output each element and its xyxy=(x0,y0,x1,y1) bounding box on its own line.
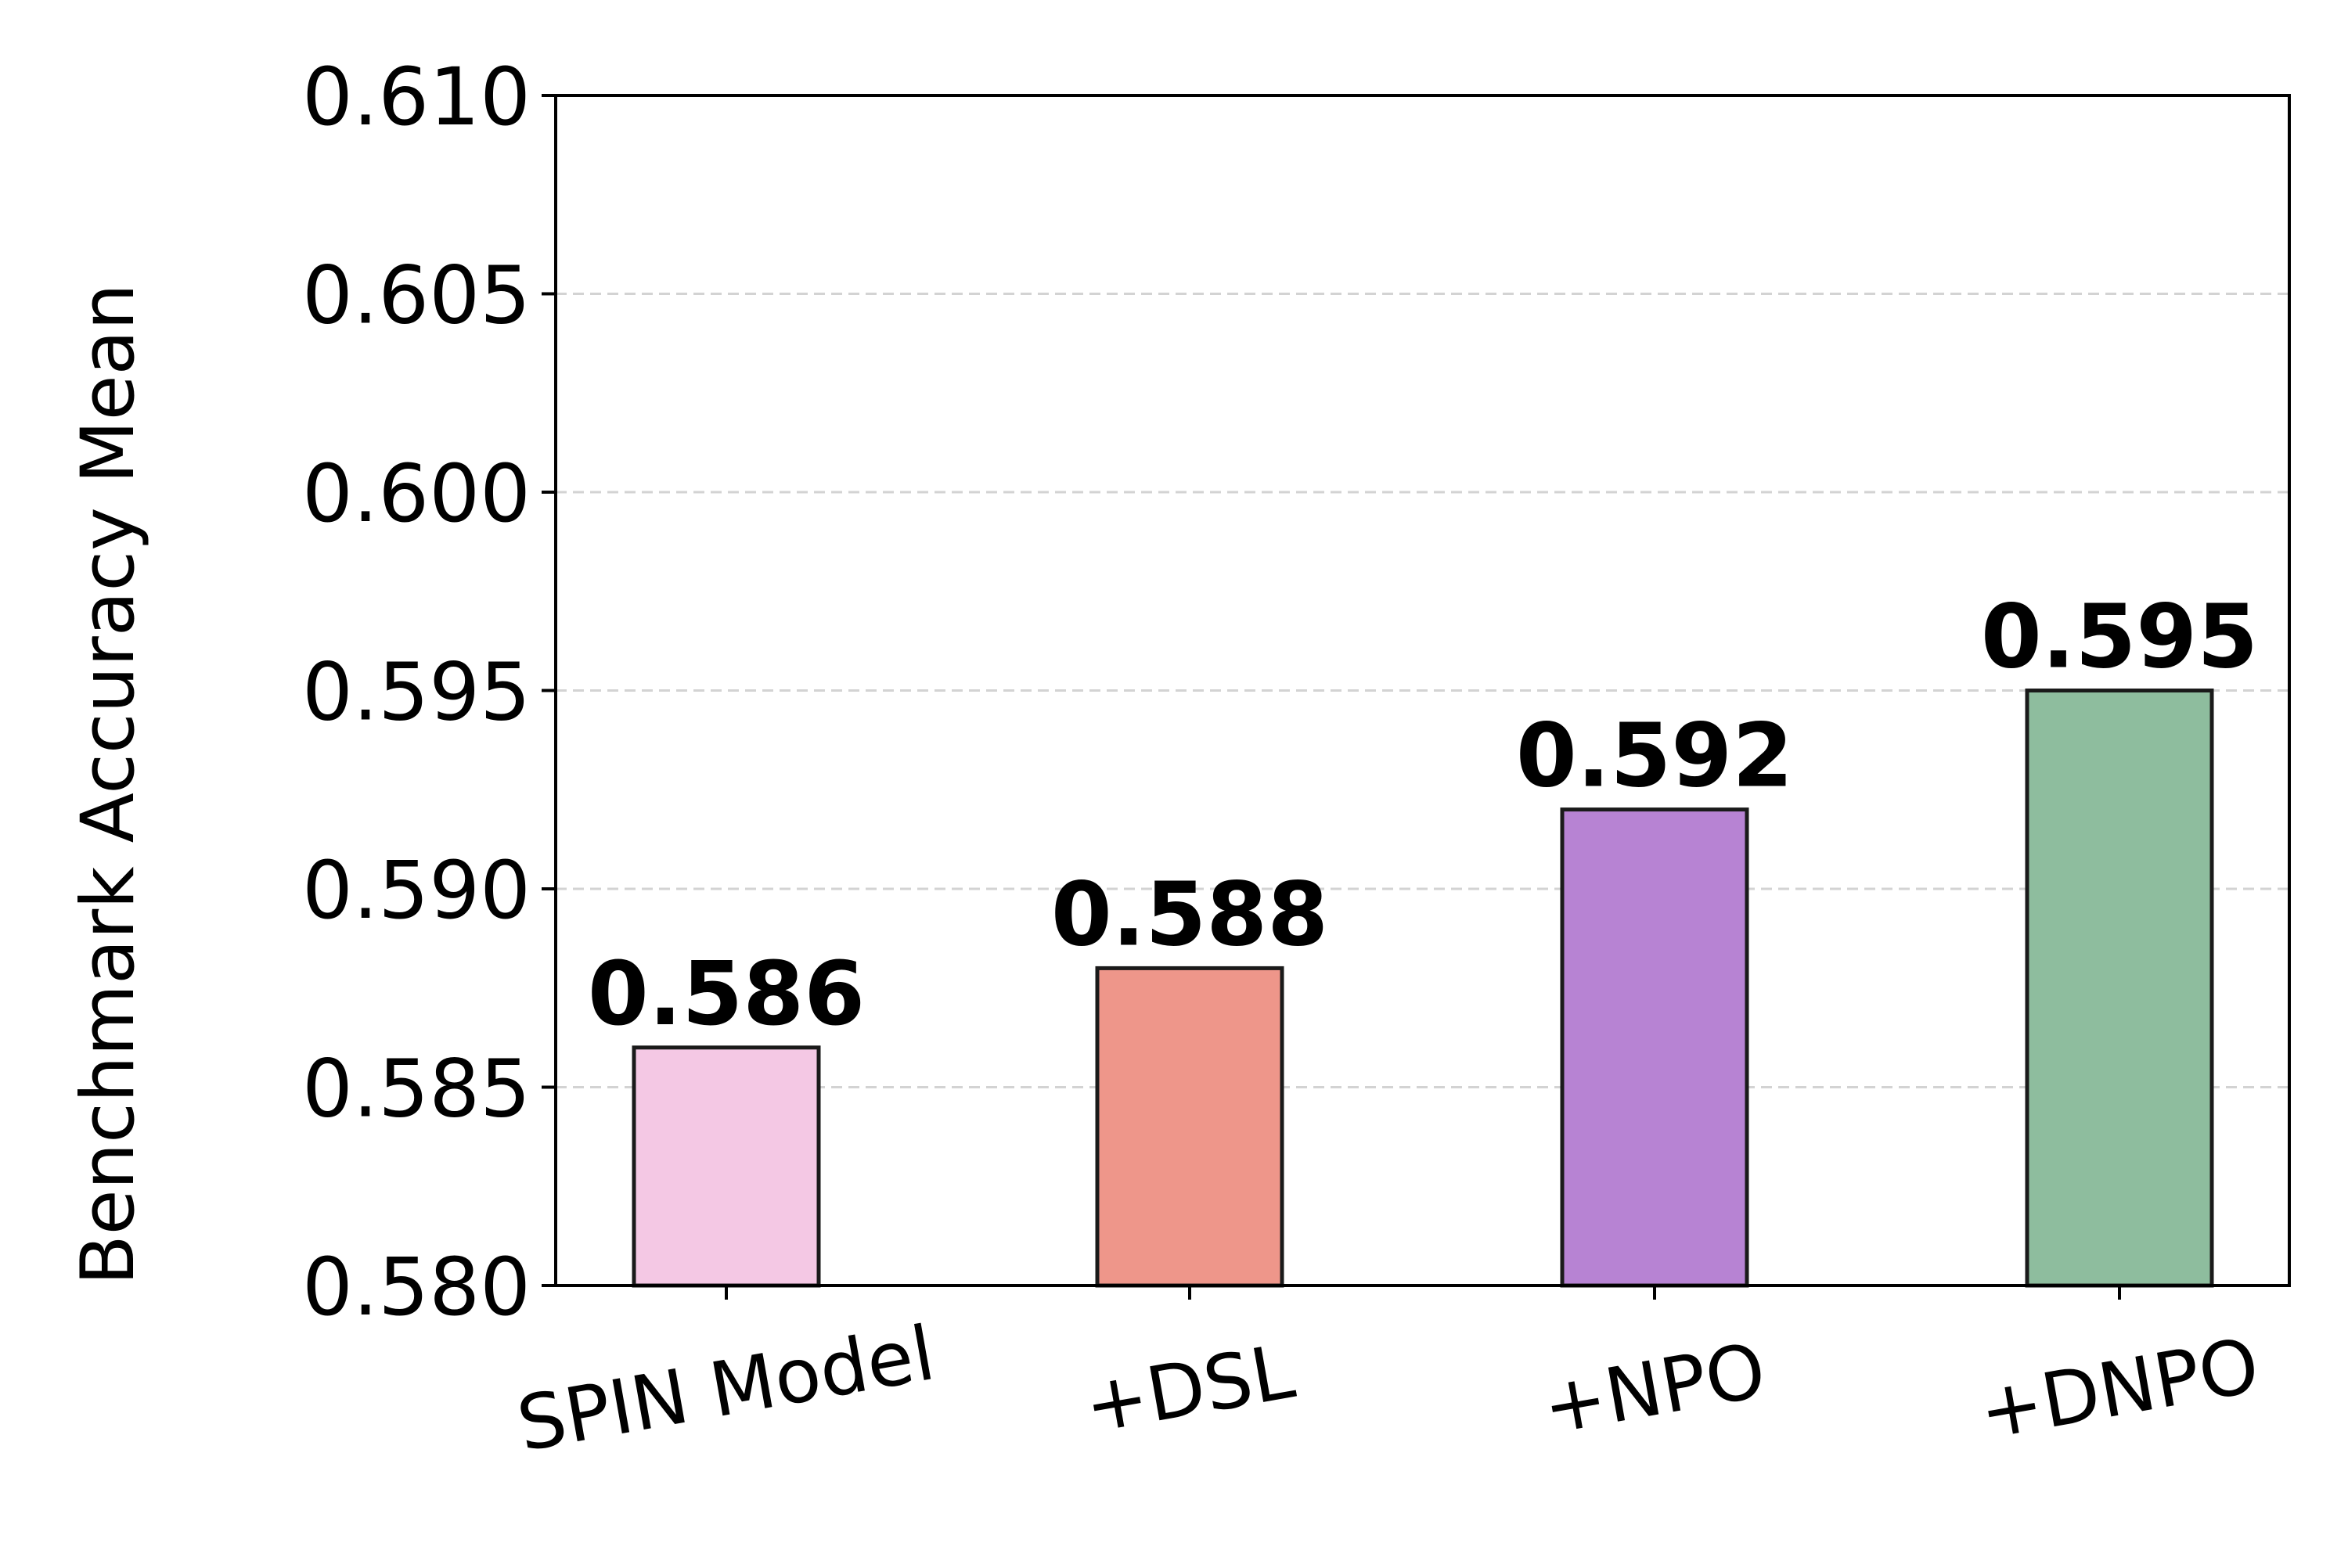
bar xyxy=(632,1045,821,1288)
bar xyxy=(2025,689,2214,1288)
bar xyxy=(1560,807,1749,1288)
bar-value-labels: 0.586 0.588 0.592 0.595 xyxy=(588,587,2258,1045)
y-tick-label: 0.605 xyxy=(302,250,531,343)
y-axis-ticks: 0.580 0.585 0.590 0.595 0.600 0.605 0.610 xyxy=(302,51,556,1334)
bar-value-label: 0.595 xyxy=(1981,587,2258,689)
bar-value-label: 0.588 xyxy=(1051,864,1328,966)
bar xyxy=(1095,966,1284,1288)
x-tick-label: +NPO xyxy=(1536,1326,1772,1451)
y-tick-label: 0.600 xyxy=(302,448,531,541)
y-tick-label: 0.585 xyxy=(302,1043,531,1136)
y-tick-label: 0.580 xyxy=(302,1241,531,1334)
x-tick-label: +DSL xyxy=(1078,1328,1300,1451)
grid-lines xyxy=(556,293,2289,1088)
y-tick-label: 0.610 xyxy=(302,51,531,144)
x-axis-ticks: SPIN Model +DSL +NPO +DNPO xyxy=(511,1286,2265,1469)
bar-value-label: 0.592 xyxy=(1516,706,1793,807)
y-axis-label: Benchmark Accuracy Mean xyxy=(66,283,151,1285)
y-tick-label: 0.595 xyxy=(302,646,531,739)
y-tick-label: 0.590 xyxy=(302,844,531,937)
bars xyxy=(632,689,2214,1288)
bar-value-label: 0.586 xyxy=(588,944,865,1045)
x-tick-label: SPIN Model xyxy=(511,1309,941,1469)
x-tick-label: +DNPO xyxy=(1973,1322,2266,1457)
